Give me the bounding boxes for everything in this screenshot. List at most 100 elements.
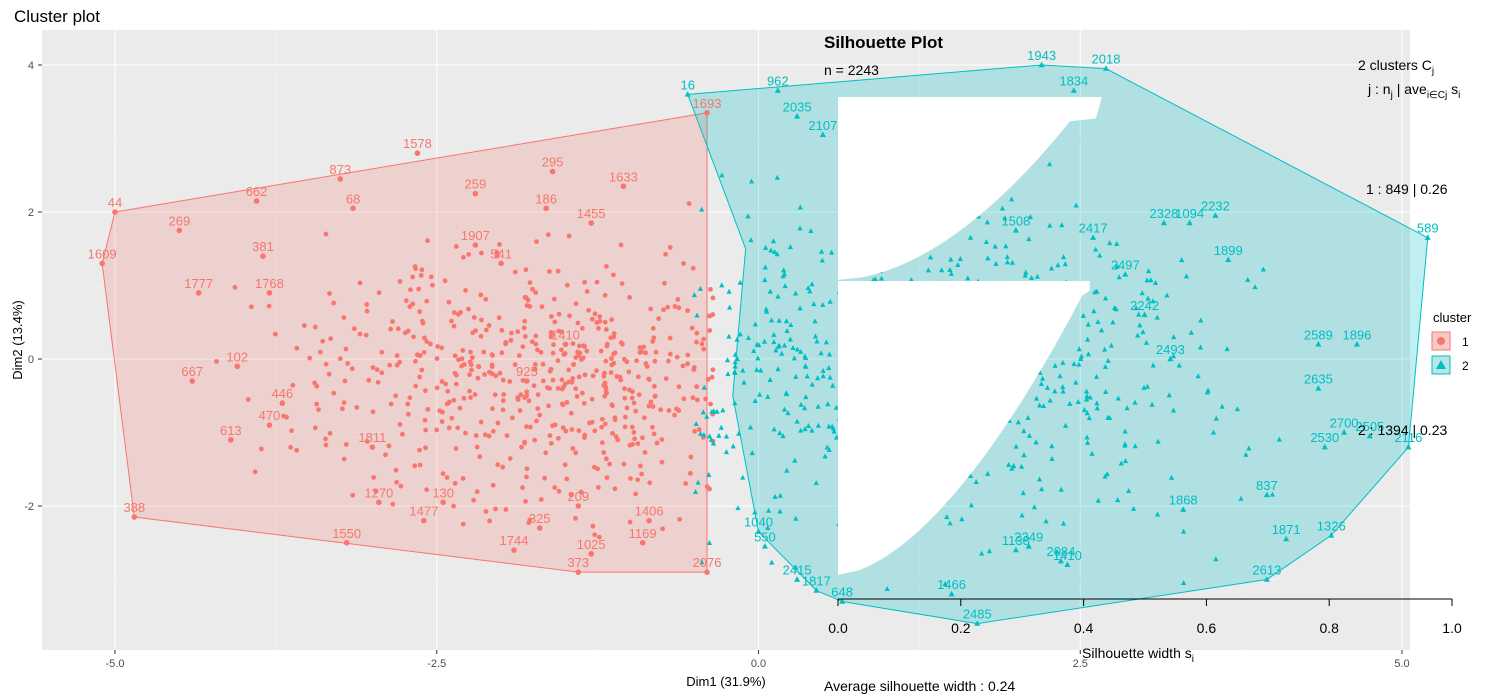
point-label: 1768 [255, 276, 284, 291]
point-label: 470 [259, 408, 281, 423]
point-label: 102 [226, 349, 248, 364]
cluster-2-point [824, 444, 830, 450]
cluster-1-point [538, 497, 544, 502]
cluster-1-point [500, 398, 506, 403]
cluster-1-point [508, 330, 514, 336]
cluster-1-point [364, 308, 370, 314]
point-2505 [1366, 432, 1373, 439]
cluster-1-point [665, 304, 671, 310]
cluster-2-point [1027, 214, 1034, 220]
cluster-1-point [691, 367, 697, 372]
cluster-2-point [815, 375, 821, 381]
cluster-1-point [569, 379, 575, 385]
cluster-1-point [708, 286, 713, 292]
cluster-2-point [765, 393, 771, 399]
cluster-1-point [703, 396, 709, 402]
point-label: 68 [346, 191, 360, 206]
cluster-1-point [555, 385, 561, 391]
cluster-2-point [1145, 268, 1152, 274]
cluster-1-point [467, 372, 472, 378]
cluster-2-point [763, 244, 769, 250]
cluster-2-point [695, 479, 701, 485]
cluster-1-point [327, 430, 333, 436]
cluster-1-point [545, 232, 551, 238]
cluster-1-point [537, 412, 543, 418]
cluster-2-point [699, 206, 705, 212]
cluster-2-point [1033, 395, 1040, 401]
cluster-1-point [658, 407, 664, 413]
cluster-1-point [566, 367, 572, 373]
cluster-2-point [1009, 465, 1015, 471]
cluster-2-point [793, 515, 799, 521]
cluster-2-point [1246, 445, 1252, 451]
cluster-1-point [340, 406, 345, 412]
cluster-1-point [591, 464, 597, 470]
cluster-1-point [586, 307, 591, 313]
point-1270 [376, 499, 382, 506]
cluster-1-point [481, 349, 487, 355]
cluster-1-point [523, 267, 529, 273]
point-1693 [704, 109, 710, 116]
cluster-1-point [524, 424, 529, 430]
cluster-2-point [820, 373, 826, 379]
cluster-2-point [1043, 518, 1049, 524]
cluster-2-point [798, 401, 804, 407]
point-label: 1169 [629, 526, 657, 541]
cluster-2-point [1124, 405, 1130, 411]
cluster-2-point [1076, 346, 1082, 352]
cluster-1-point [501, 392, 507, 397]
point-label: 388 [123, 500, 145, 515]
cluster-1-point [570, 446, 576, 451]
cluster-1-point [478, 419, 484, 425]
cluster-2-point [1108, 342, 1115, 348]
cluster-1-point [556, 328, 562, 334]
cluster-2-point [1095, 318, 1101, 324]
cluster-1-point [630, 441, 635, 447]
cluster-2-point [1081, 407, 1088, 413]
cluster-2-point [790, 345, 796, 351]
cluster-2-point [1073, 202, 1079, 208]
cluster-2-point [925, 267, 931, 273]
x-tick-label: -5.0 [106, 658, 125, 670]
cluster-1-point [486, 433, 492, 439]
cluster-1-point [482, 372, 487, 377]
cluster-1-point [694, 339, 699, 345]
cluster-1-point [634, 358, 640, 364]
cluster-1-point [611, 272, 616, 278]
cluster-1-point [419, 267, 425, 273]
point-1040 [755, 528, 762, 534]
cluster-2-point [1213, 556, 1219, 562]
cluster-1-point [414, 352, 420, 358]
cluster-1-point [677, 516, 682, 522]
cluster-1-point [570, 362, 576, 367]
cluster-1-point [516, 353, 522, 359]
point-837 [1263, 491, 1270, 498]
cluster-1-point [428, 341, 433, 347]
cluster-1-point [457, 405, 463, 411]
point-130 [440, 499, 446, 506]
cluster-1-point [317, 349, 323, 355]
cluster-2-point [1137, 322, 1143, 328]
cluster-1-point [451, 310, 457, 315]
cluster-1-point [573, 301, 579, 307]
cluster-1-point [471, 315, 477, 320]
cluster-2-point [1013, 443, 1019, 449]
cluster-2-point [1126, 487, 1132, 493]
cluster-1-point [490, 428, 496, 434]
cluster-1-point [663, 376, 669, 382]
point-2018 [1102, 65, 1109, 71]
cluster-2-point [1073, 379, 1079, 385]
silhouette-tick-label: 0.4 [1074, 620, 1094, 636]
cluster-2-point [1260, 266, 1266, 272]
cluster-2-point [1021, 452, 1027, 458]
point-label: 2485 [963, 607, 992, 622]
cluster-1-point [705, 376, 711, 382]
point-1899 [1225, 256, 1232, 262]
cluster-1-point [566, 233, 572, 239]
point-label: 589 [1417, 221, 1439, 236]
cluster-2-point [780, 433, 786, 439]
cluster-1-point [640, 435, 645, 441]
cluster-1-point [601, 450, 607, 455]
cluster-1-point [331, 390, 337, 396]
cluster-2-point [827, 374, 833, 380]
